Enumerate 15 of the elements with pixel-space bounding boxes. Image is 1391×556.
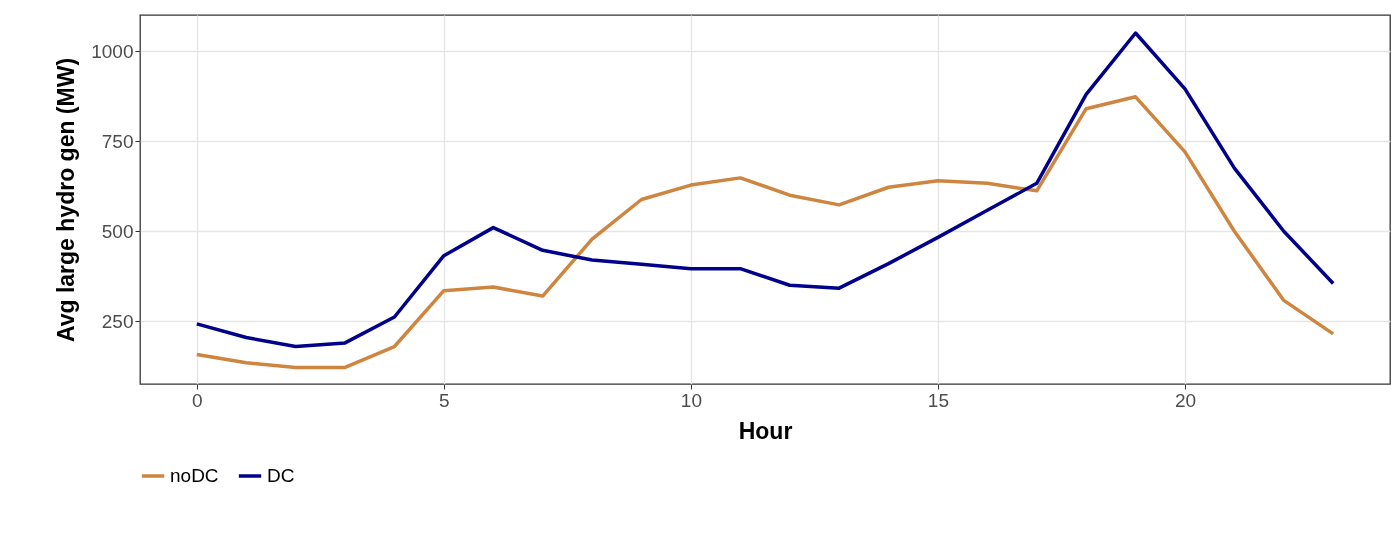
x-tick-label: 15	[927, 389, 949, 411]
y-tick-label: 250	[101, 310, 134, 332]
line-series	[195, 95, 1335, 370]
x-tick-label: 20	[1174, 389, 1197, 411]
x-axis-title: Hour	[738, 417, 793, 444]
line-series	[195, 31, 1335, 349]
y-tick-label: 1000	[91, 40, 134, 62]
y-tick-label: 750	[101, 130, 134, 152]
legend-label: DC	[267, 465, 295, 486]
x-tick-label: 10	[680, 389, 702, 411]
x-tick-label: 5	[439, 389, 450, 411]
y-tick-label: 500	[101, 220, 134, 242]
legend-label: noDC	[170, 465, 219, 486]
y-axis-title: Avg large hydro gen (MW)	[53, 57, 80, 343]
x-tick-label: 0	[192, 389, 203, 411]
